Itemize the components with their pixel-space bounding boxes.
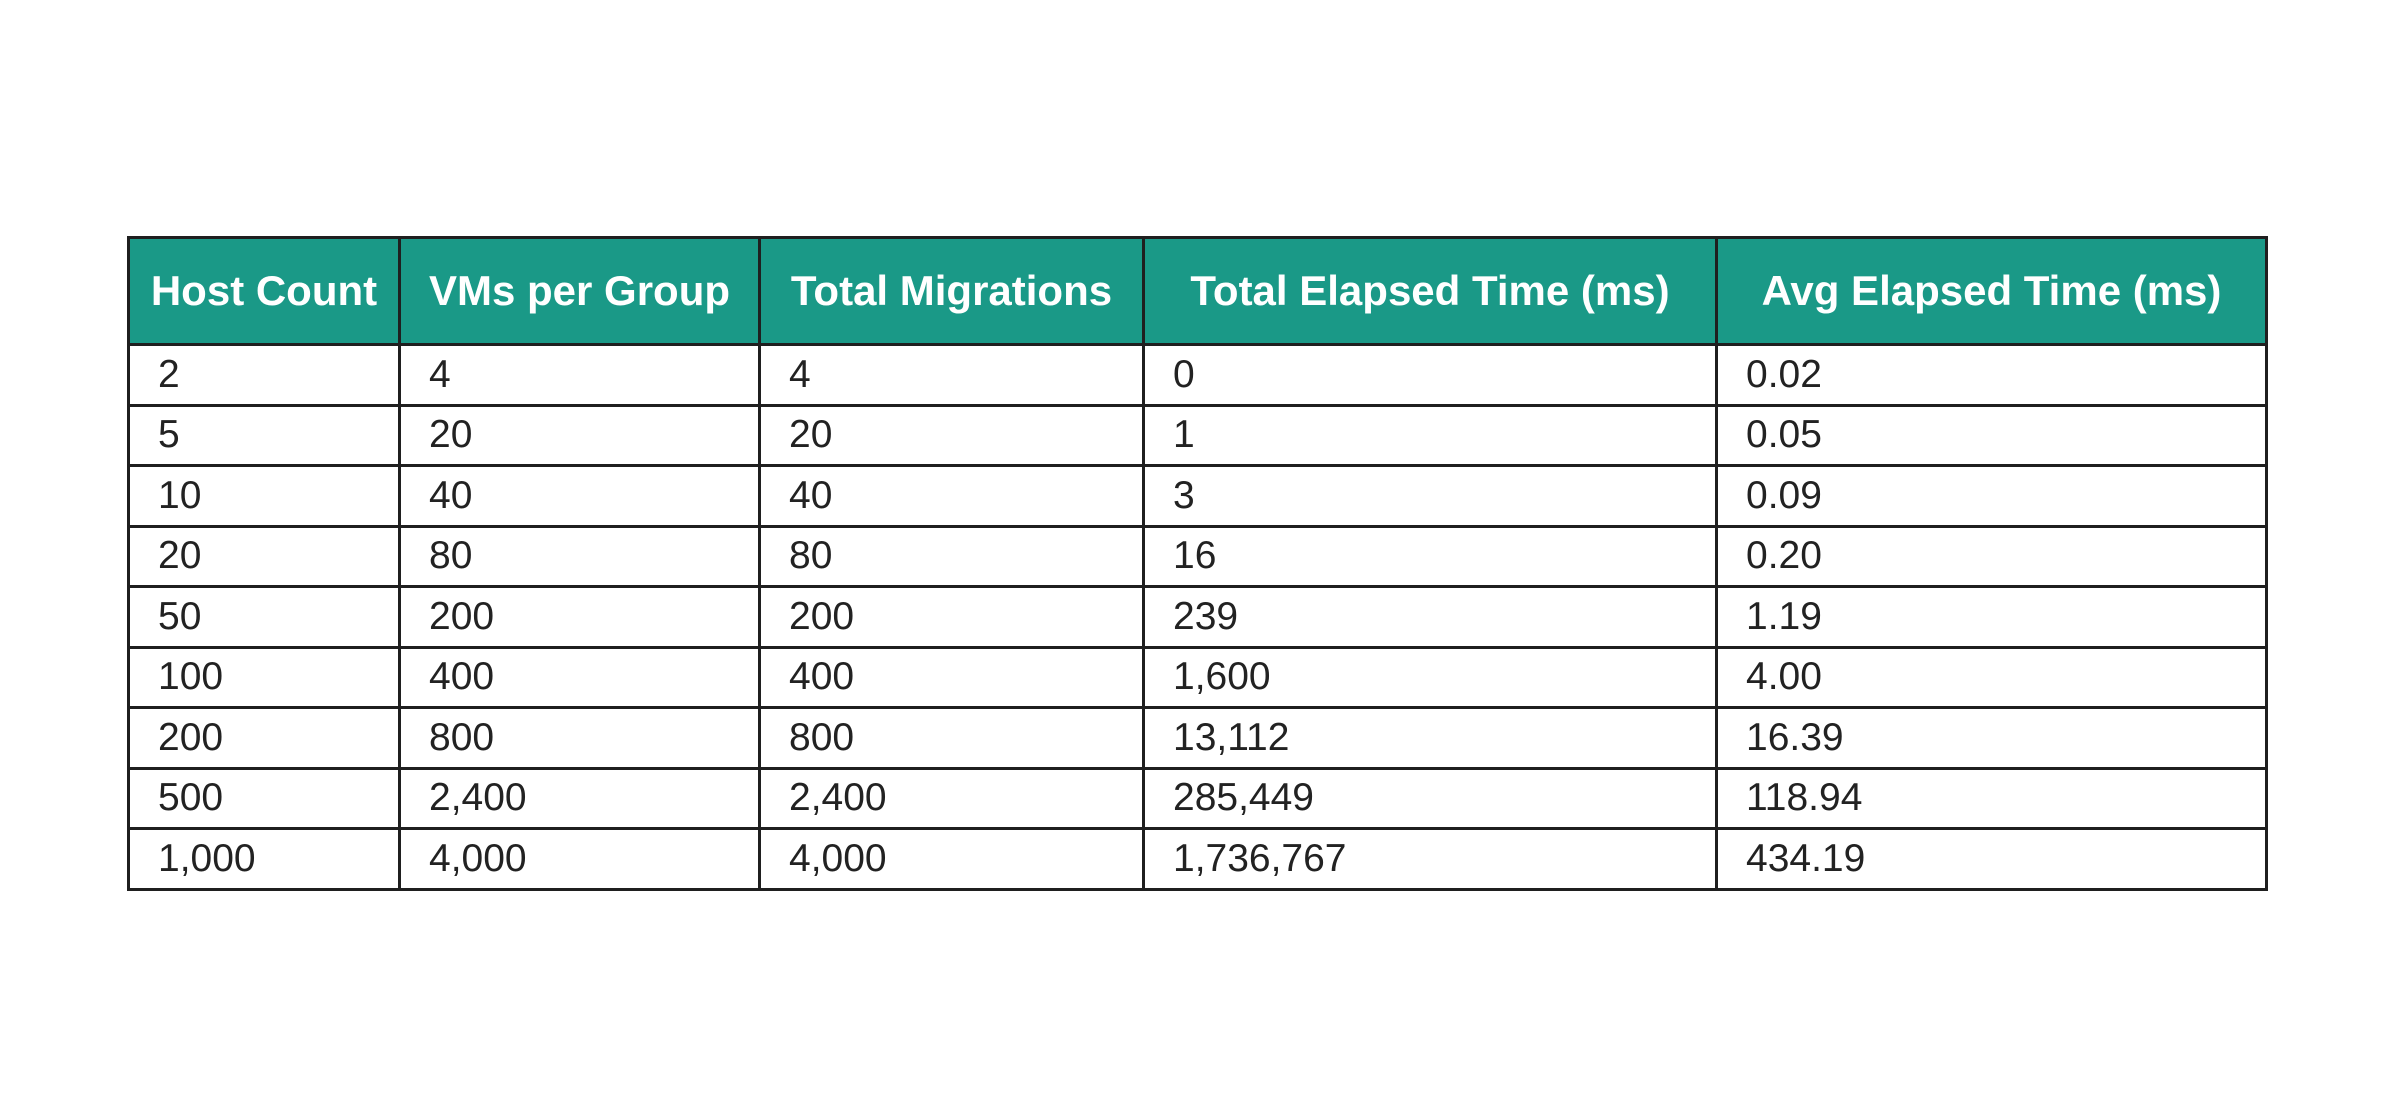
table-row: 100 400 400 1,600 4.00 bbox=[127, 645, 2268, 709]
table-cell-vms-per-group: 4 bbox=[398, 343, 761, 407]
table-cell-host-count: 100 bbox=[127, 645, 401, 709]
table-cell-host-count: 5 bbox=[127, 403, 401, 467]
table-cell-vms-per-group: 400 bbox=[398, 645, 761, 709]
table-cell-avg-elapsed-time-ms: 434.19 bbox=[1715, 827, 2268, 891]
table-cell-host-count: 10 bbox=[127, 464, 401, 528]
table-cell-total-elapsed-time-ms: 0 bbox=[1142, 343, 1718, 407]
table-cell-total-elapsed-time-ms: 1 bbox=[1142, 403, 1718, 467]
table-row: 5 20 20 1 0.05 bbox=[127, 403, 2268, 467]
table-cell-total-migrations: 40 bbox=[758, 464, 1145, 528]
table-cell-avg-elapsed-time-ms: 1.19 bbox=[1715, 585, 2268, 649]
table-cell-total-migrations: 80 bbox=[758, 524, 1145, 588]
column-header-total-elapsed-time-ms: Total Elapsed Time (ms) bbox=[1142, 236, 1718, 346]
table-cell-host-count: 1,000 bbox=[127, 827, 401, 891]
table-cell-total-elapsed-time-ms: 285,449 bbox=[1142, 766, 1718, 830]
table-cell-total-elapsed-time-ms: 1,600 bbox=[1142, 645, 1718, 709]
table-row: 20 80 80 16 0.20 bbox=[127, 524, 2268, 588]
table-cell-total-elapsed-time-ms: 1,736,767 bbox=[1142, 827, 1718, 891]
table-cell-total-elapsed-time-ms: 239 bbox=[1142, 585, 1718, 649]
table-cell-total-migrations: 2,400 bbox=[758, 766, 1145, 830]
table-cell-host-count: 50 bbox=[127, 585, 401, 649]
table-cell-total-elapsed-time-ms: 13,112 bbox=[1142, 706, 1718, 770]
table-cell-total-migrations: 200 bbox=[758, 585, 1145, 649]
table-cell-vms-per-group: 4,000 bbox=[398, 827, 761, 891]
table-cell-host-count: 20 bbox=[127, 524, 401, 588]
table-cell-total-migrations: 20 bbox=[758, 403, 1145, 467]
table-row: 2 4 4 0 0.02 bbox=[127, 343, 2268, 407]
table-cell-vms-per-group: 800 bbox=[398, 706, 761, 770]
table-cell-host-count: 2 bbox=[127, 343, 401, 407]
table-row: 10 40 40 3 0.09 bbox=[127, 464, 2268, 528]
column-header-vms-per-group: VMs per Group bbox=[398, 236, 761, 346]
header-row: Host Count VMs per Group Total Migrations T… bbox=[127, 236, 2268, 346]
table-cell-host-count: 200 bbox=[127, 706, 401, 770]
table-container: Host Count VMs per Group Total Migrations T… bbox=[127, 236, 2268, 891]
table-cell-total-elapsed-time-ms: 3 bbox=[1142, 464, 1718, 528]
table-cell-total-migrations: 800 bbox=[758, 706, 1145, 770]
table-cell-total-migrations: 4 bbox=[758, 343, 1145, 407]
table-cell-total-elapsed-time-ms: 16 bbox=[1142, 524, 1718, 588]
table-cell-vms-per-group: 40 bbox=[398, 464, 761, 528]
table-cell-avg-elapsed-time-ms: 118.94 bbox=[1715, 766, 2268, 830]
column-header-total-migrations: Total Migrations bbox=[758, 236, 1145, 346]
table-cell-avg-elapsed-time-ms: 0.05 bbox=[1715, 403, 2268, 467]
table-row: 50 200 200 239 1.19 bbox=[127, 585, 2268, 649]
table-body: 2 4 4 0 0.02 5 20 20 1 0.05 10 40 40 3 0.09 20 80 80 16 0.2… bbox=[127, 343, 2268, 891]
table-cell-vms-per-group: 2,400 bbox=[398, 766, 761, 830]
table-cell-host-count: 500 bbox=[127, 766, 401, 830]
table-cell-vms-per-group: 80 bbox=[398, 524, 761, 588]
table-cell-vms-per-group: 20 bbox=[398, 403, 761, 467]
table-cell-avg-elapsed-time-ms: 0.20 bbox=[1715, 524, 2268, 588]
column-header-host-count: Host Count bbox=[127, 236, 401, 346]
data-table: Host Count VMs per Group Total Migrations T… bbox=[127, 236, 2268, 891]
table-cell-total-migrations: 4,000 bbox=[758, 827, 1145, 891]
table-row: 1,000 4,000 4,000 1,736,767 434.19 bbox=[127, 827, 2268, 891]
table-row: 500 2,400 2,400 285,449 118.94 bbox=[127, 766, 2268, 830]
table-cell-avg-elapsed-time-ms: 0.02 bbox=[1715, 343, 2268, 407]
table-cell-avg-elapsed-time-ms: 16.39 bbox=[1715, 706, 2268, 770]
table-cell-avg-elapsed-time-ms: 4.00 bbox=[1715, 645, 2268, 709]
table-cell-total-migrations: 400 bbox=[758, 645, 1145, 709]
table-row: 200 800 800 13,112 16.39 bbox=[127, 706, 2268, 770]
column-header-avg-elapsed-time-ms: Avg Elapsed Time (ms) bbox=[1715, 236, 2268, 346]
table-cell-vms-per-group: 200 bbox=[398, 585, 761, 649]
table-cell-avg-elapsed-time-ms: 0.09 bbox=[1715, 464, 2268, 528]
